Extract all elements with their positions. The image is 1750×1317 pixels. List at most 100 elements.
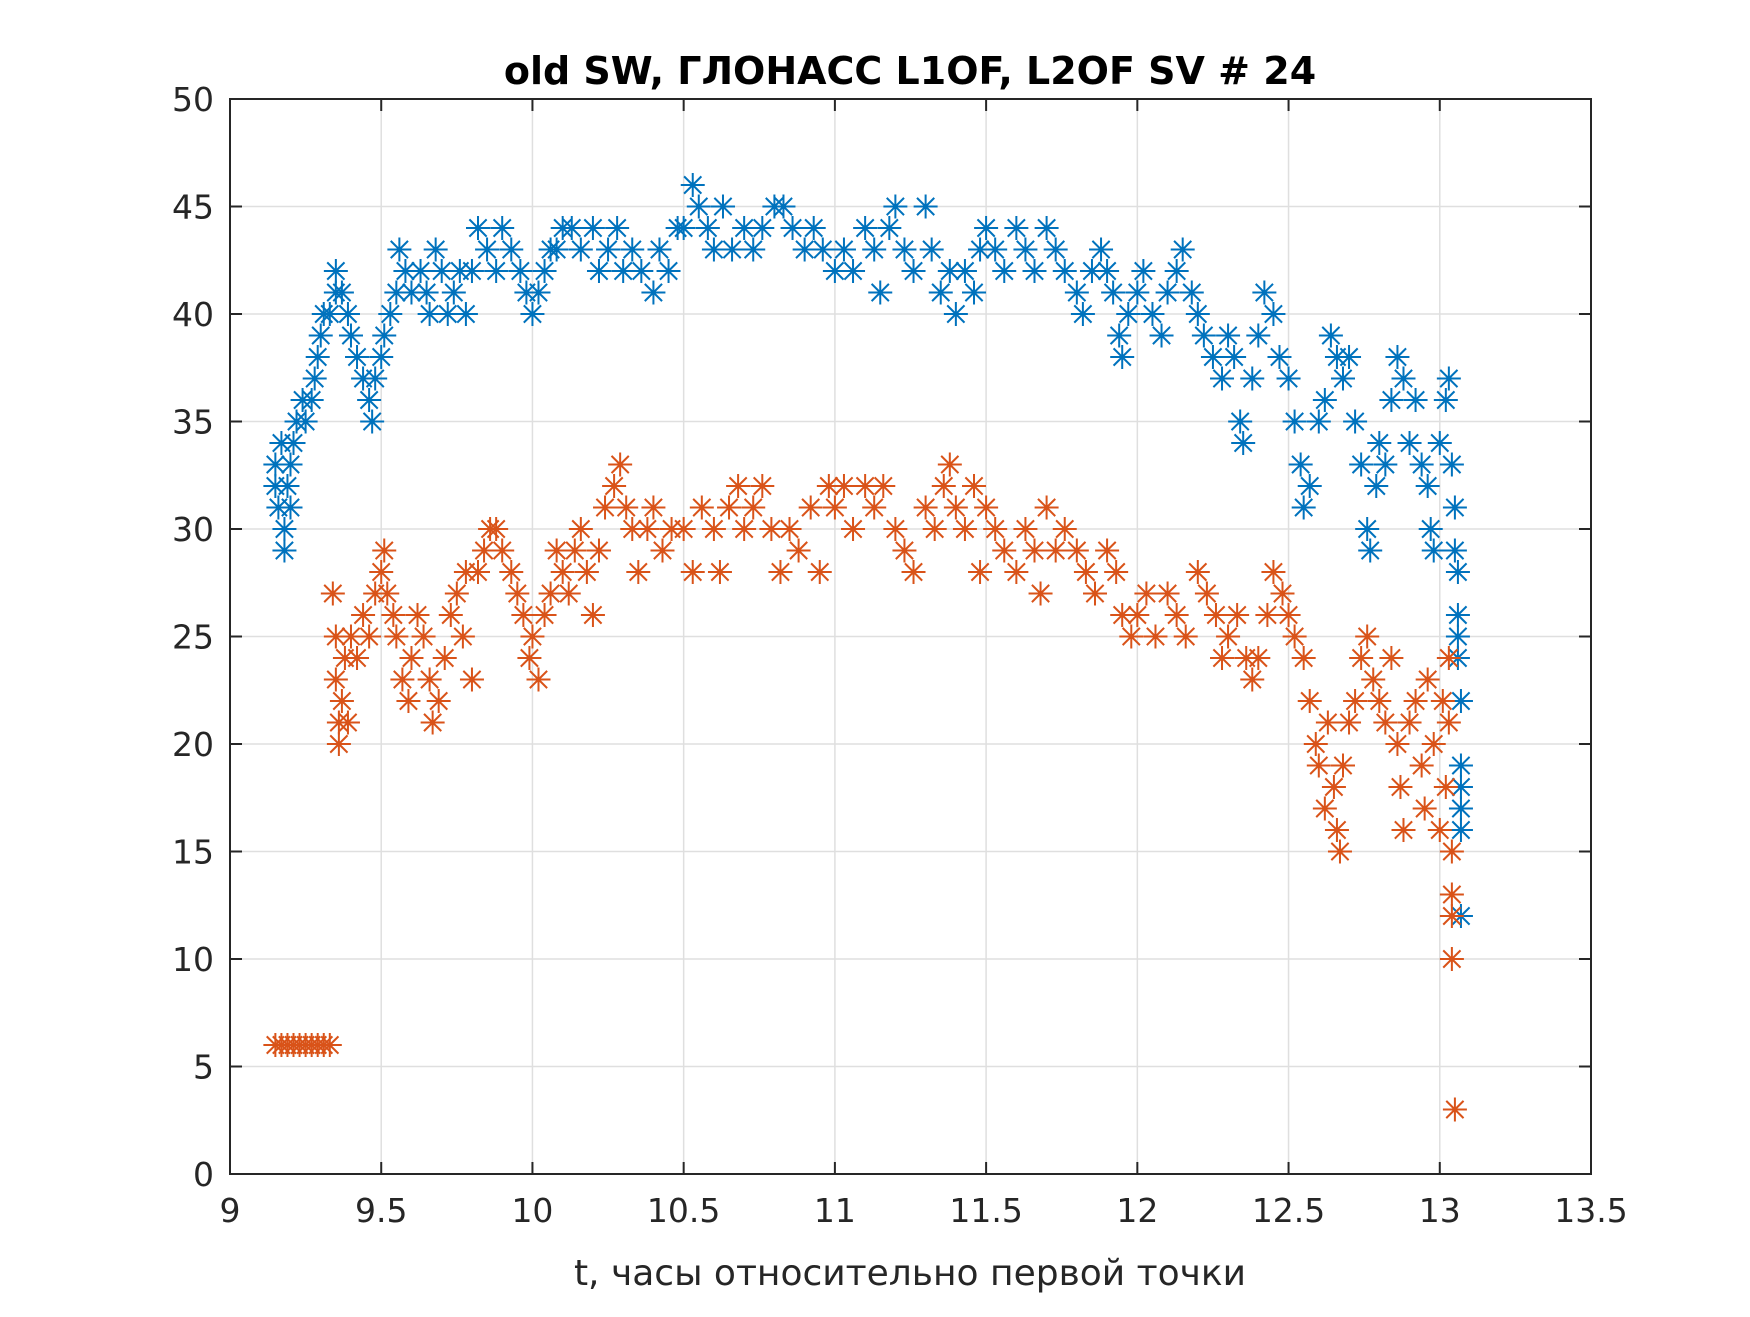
data-point-L1OF [1367, 431, 1392, 455]
data-point-L2OF [671, 517, 696, 541]
data-point-L2OF [1439, 904, 1464, 928]
data-point-L2OF [962, 474, 987, 498]
data-point-L2OF [701, 517, 726, 541]
data-point-L2OF [1004, 560, 1029, 584]
data-point-L2OF [1427, 818, 1452, 842]
data-point-L2OF [1327, 839, 1352, 864]
data-point-L1OF [1364, 474, 1389, 498]
data-point-L1OF [1240, 366, 1265, 391]
data-point-L1OF [1442, 538, 1467, 563]
x-tick-label: 13.5 [1554, 1191, 1627, 1230]
data-point-L2OF [1421, 732, 1446, 756]
data-point-L2OF [1291, 646, 1316, 670]
data-point-L1OF [611, 259, 636, 283]
data-point-L2OF [399, 646, 424, 670]
data-point-L1OF [275, 474, 300, 498]
data-point-L1OF [629, 259, 654, 283]
data-point-L2OF [841, 517, 866, 541]
data-point-L2OF [1210, 646, 1235, 670]
x-axis-label: t, часы относительно первой точки [574, 1253, 1246, 1294]
data-point-L2OF [432, 646, 457, 670]
data-point-L1OF [1052, 259, 1077, 283]
data-point-L1OF [710, 194, 735, 219]
data-point-L1OF [429, 259, 454, 283]
data-point-L2OF [396, 689, 421, 713]
x-tick-label: 12.5 [1252, 1191, 1325, 1230]
data-point-L2OF [983, 517, 1008, 541]
data-point-L2OF [726, 474, 751, 498]
y-tick-label: 10 [172, 940, 214, 979]
data-point-L2OF [363, 581, 388, 606]
data-point-L1OF [1337, 345, 1362, 369]
data-point-L1OF [1448, 753, 1473, 778]
data-point-L1OF [853, 216, 878, 240]
data-point-L1OF [399, 280, 424, 305]
data-point-L2OF [1013, 517, 1038, 541]
data-point-L2OF [1439, 947, 1464, 971]
data-point-L2OF [517, 646, 542, 670]
data-point-L1OF [1448, 775, 1473, 799]
data-point-L1OF [1385, 345, 1410, 369]
data-point-L1OF [1282, 409, 1307, 434]
data-point-L1OF [305, 345, 330, 369]
data-point-L1OF [1200, 345, 1225, 369]
data-point-L2OF [444, 581, 469, 606]
data-point-L1OF [378, 302, 403, 326]
data-point-L1OF [919, 237, 944, 262]
data-point-L1OF [408, 259, 433, 283]
x-tick-label: 10 [511, 1191, 553, 1230]
data-point-L2OF [1361, 667, 1386, 692]
data-point-L2OF [1306, 753, 1331, 778]
data-point-L1OF [1349, 452, 1374, 477]
data-point-L1OF [317, 302, 342, 326]
data-point-L2OF [329, 689, 354, 713]
data-point-L2OF [484, 517, 509, 541]
data-point-L2OF [1119, 624, 1144, 649]
data-point-L2OF [556, 581, 581, 606]
data-point-L1OF [414, 280, 439, 305]
data-point-L1OF [323, 259, 348, 283]
data-point-L2OF [520, 624, 545, 649]
data-point-L2OF [351, 603, 376, 627]
data-point-L1OF [1079, 259, 1104, 283]
data-point-L2OF [1439, 882, 1464, 907]
x-tick-label: 9 [220, 1191, 241, 1230]
data-point-L2OF [411, 624, 436, 649]
data-point-L2OF [883, 517, 908, 541]
data-point-L2OF [538, 581, 563, 606]
y-tick-label: 20 [172, 725, 214, 764]
data-point-L2OF [417, 667, 442, 692]
data-point-L2OF [750, 474, 775, 498]
data-point-L2OF [620, 517, 645, 541]
data-point-L2OF [562, 538, 587, 563]
data-point-L2OF [680, 560, 705, 584]
data-point-L1OF [1403, 388, 1428, 412]
data-point-L2OF [1367, 689, 1392, 713]
data-point-L2OF [320, 581, 345, 606]
data-point-L1OF [1022, 259, 1047, 283]
data-point-L1OF [1140, 302, 1165, 326]
y-tick-label: 0 [193, 1155, 214, 1194]
data-point-L1OF [1297, 474, 1322, 498]
data-point-L1OF [1070, 302, 1095, 326]
data-marks [263, 173, 1473, 1122]
ticks: 9 9.5 10 10.5 11 11.5 12 12.5 13 13.5 0 5 10 15 20 25 30… [172, 80, 1628, 1230]
data-point-L2OF [1391, 818, 1416, 842]
data-point-L2OF [1385, 732, 1410, 756]
data-point-L2OF [1282, 624, 1307, 649]
data-point-L1OF [1391, 366, 1416, 391]
data-point-L2OF [807, 560, 832, 584]
data-point-L1OF [1445, 560, 1470, 584]
data-point-L2OF [375, 581, 400, 606]
data-point-L1OF [732, 216, 757, 240]
data-point-L2OF [1436, 710, 1461, 735]
data-point-L1OF [962, 280, 987, 305]
data-point-L1OF [1291, 495, 1316, 520]
data-point-L1OF [952, 259, 977, 283]
data-point-L2OF [1225, 603, 1250, 627]
data-point-L1OF [1170, 237, 1195, 262]
data-point-L1OF [475, 237, 500, 262]
data-point-L1OF [605, 216, 630, 240]
data-point-L1OF [596, 237, 621, 262]
